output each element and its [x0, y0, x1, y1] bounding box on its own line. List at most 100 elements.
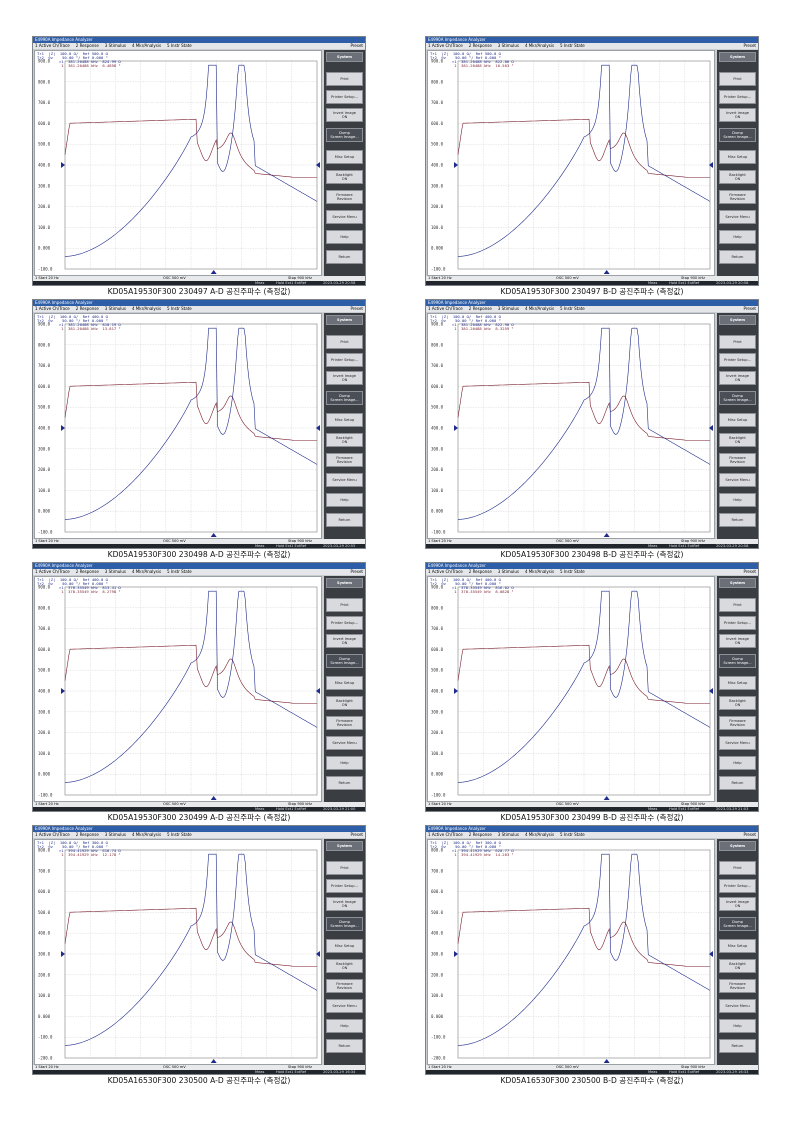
marker-stimulus-indicator[interactable]	[603, 796, 610, 800]
softkey-button[interactable]: Backlight ON	[326, 170, 363, 184]
softkey-button[interactable]: Dump Screen Image...	[326, 654, 363, 668]
osc-level[interactable]: OSC 500 mV	[163, 1065, 186, 1069]
softkey-button[interactable]: Return	[719, 513, 756, 527]
softkey-button[interactable]: Printer Setup...	[326, 353, 363, 367]
softkey-button[interactable]: Print	[326, 72, 363, 86]
menu-item[interactable]: 1 Active Ch/Trace	[428, 832, 463, 837]
menu-item[interactable]: 3 Stimulus	[497, 43, 519, 48]
softkey-button[interactable]: Dump Screen Image...	[326, 391, 363, 405]
softkey-button[interactable]: Misc Setup	[326, 413, 363, 427]
menu-item[interactable]: 1 Active Ch/Trace	[35, 832, 70, 837]
softkey-button[interactable]: Dump Screen Image...	[326, 128, 363, 142]
softkey-button[interactable]: System	[719, 52, 756, 62]
menu-item[interactable]: 4 Mkr/Analysis	[131, 569, 162, 574]
trace1-setting[interactable]: Tr1 |Z| 100.0 Ω/ Ref 500.0 Ω	[430, 51, 501, 56]
ref-level-left-marker[interactable]	[454, 162, 458, 168]
marker-stimulus-indicator[interactable]	[210, 270, 217, 274]
softkey-button[interactable]: Print	[719, 72, 756, 86]
ref-level-left-marker[interactable]	[454, 951, 458, 957]
osc-level[interactable]: OSC 500 mV	[556, 276, 579, 280]
ref-level-right-marker[interactable]	[709, 425, 713, 431]
start-frequency[interactable]: 1 Start 20 Hz	[35, 276, 59, 280]
softkey-button[interactable]: Printer Setup...	[326, 879, 363, 893]
softkey-button[interactable]: Backlight ON	[719, 959, 756, 973]
softkey-button[interactable]: Service Menu	[326, 736, 363, 750]
softkey-button[interactable]: Service Menu	[326, 210, 363, 224]
softkey-button[interactable]: Service Menu	[719, 473, 756, 487]
softkey-button[interactable]: Firmware Revision	[326, 190, 363, 204]
start-frequency[interactable]: 1 Start 20 Hz	[35, 539, 59, 543]
menu-item[interactable]: 3 Stimulus	[104, 306, 126, 311]
softkey-button[interactable]: Firmware Revision	[326, 979, 363, 993]
stop-frequency[interactable]: Stop 900 kHz	[681, 802, 705, 806]
trace2-setting[interactable]: Tr2 θz 50.00 °/ Ref 0.000 °	[430, 844, 501, 849]
menu-item[interactable]: 4 Mkr/Analysis	[131, 43, 162, 48]
softkey-button[interactable]: Backlight ON	[326, 959, 363, 973]
trace1-setting[interactable]: Tr1 |Z| 100.0 Ω/ Ref 400.0 Ω	[430, 577, 501, 582]
menu-item[interactable]: 3 Stimulus	[497, 306, 519, 311]
preset-button[interactable]: Preset	[743, 43, 756, 48]
softkey-button[interactable]: Service Menu	[719, 736, 756, 750]
stop-frequency[interactable]: Stop 900 kHz	[288, 539, 312, 543]
softkey-button[interactable]: Misc Setup	[719, 939, 756, 953]
softkey-button[interactable]: Firmware Revision	[326, 453, 363, 467]
softkey-button[interactable]: Return	[719, 1039, 756, 1053]
menu-item[interactable]: 5 Instr State	[560, 569, 585, 574]
preset-button[interactable]: Preset	[743, 306, 756, 311]
stop-frequency[interactable]: Stop 900 kHz	[681, 1065, 705, 1069]
softkey-button[interactable]: Firmware Revision	[719, 453, 756, 467]
softkey-button[interactable]: Misc Setup	[719, 413, 756, 427]
softkey-button[interactable]: Misc Setup	[326, 939, 363, 953]
menu-item[interactable]: 2 Response	[468, 43, 492, 48]
trace2-setting[interactable]: Tr2 θz 50.00 °/ Ref 0.000 °	[430, 55, 501, 60]
menu-item[interactable]: 3 Stimulus	[104, 832, 126, 837]
menu-item[interactable]: 3 Stimulus	[497, 832, 519, 837]
trace2-setting[interactable]: Tr2 θz 50.00 °/ Ref 0.000 °	[37, 318, 108, 323]
menu-item[interactable]: 2 Response	[75, 569, 99, 574]
stop-frequency[interactable]: Stop 900 kHz	[288, 276, 312, 280]
menu-item[interactable]: 4 Mkr/Analysis	[524, 832, 555, 837]
softkey-button[interactable]: Help	[326, 493, 363, 507]
trace2-setting[interactable]: Tr2 θz 50.00 °/ Ref 0.000 °	[430, 581, 501, 586]
stop-frequency[interactable]: Stop 900 kHz	[288, 1065, 312, 1069]
marker-stimulus-indicator[interactable]	[210, 533, 217, 537]
menu-item[interactable]: 2 Response	[75, 306, 99, 311]
trace2-setting[interactable]: Tr2 θz 50.00 °/ Ref 0.000 °	[430, 318, 501, 323]
softkey-button[interactable]: Return	[326, 250, 363, 264]
menu-item[interactable]: 1 Active Ch/Trace	[35, 43, 70, 48]
softkey-button[interactable]: Service Menu	[719, 999, 756, 1013]
softkey-button[interactable]: System	[326, 52, 363, 62]
softkey-button[interactable]: Misc Setup	[719, 676, 756, 690]
trace1-setting[interactable]: Tr1 |Z| 100.0 Ω/ Ref 300.0 Ω	[37, 840, 108, 845]
ref-level-left-marker[interactable]	[61, 688, 65, 694]
menu-item[interactable]: 4 Mkr/Analysis	[524, 43, 555, 48]
preset-button[interactable]: Preset	[350, 43, 363, 48]
softkey-button[interactable]: Firmware Revision	[719, 716, 756, 730]
menu-item[interactable]: 2 Response	[468, 832, 492, 837]
start-frequency[interactable]: 1 Start 20 Hz	[428, 1065, 452, 1069]
softkey-button[interactable]: Backlight ON	[719, 170, 756, 184]
ref-level-right-marker[interactable]	[316, 951, 320, 957]
softkey-button[interactable]: Dump Screen Image...	[719, 128, 756, 142]
softkey-button[interactable]: Firmware Revision	[719, 979, 756, 993]
softkey-button[interactable]: Backlight ON	[719, 433, 756, 447]
softkey-button[interactable]: Misc Setup	[326, 150, 363, 164]
menu-item[interactable]: 2 Response	[75, 43, 99, 48]
marker-stimulus-indicator[interactable]	[603, 1059, 610, 1063]
softkey-button[interactable]: Print	[326, 598, 363, 612]
menu-item[interactable]: 1 Active Ch/Trace	[35, 569, 70, 574]
osc-level[interactable]: OSC 500 mV	[163, 539, 186, 543]
softkey-button[interactable]: Firmware Revision	[326, 716, 363, 730]
start-frequency[interactable]: 1 Start 20 Hz	[428, 539, 452, 543]
osc-level[interactable]: OSC 500 mV	[163, 802, 186, 806]
osc-level[interactable]: OSC 500 mV	[163, 276, 186, 280]
menu-item[interactable]: 4 Mkr/Analysis	[131, 306, 162, 311]
marker-stimulus-indicator[interactable]	[603, 270, 610, 274]
ref-level-right-marker[interactable]	[709, 951, 713, 957]
softkey-button[interactable]: Service Menu	[326, 473, 363, 487]
start-frequency[interactable]: 1 Start 20 Hz	[428, 802, 452, 806]
softkey-button[interactable]: Dump Screen Image...	[326, 917, 363, 931]
softkey-button[interactable]: Service Menu	[719, 210, 756, 224]
ref-level-right-marker[interactable]	[316, 688, 320, 694]
softkey-button[interactable]: Help	[326, 230, 363, 244]
